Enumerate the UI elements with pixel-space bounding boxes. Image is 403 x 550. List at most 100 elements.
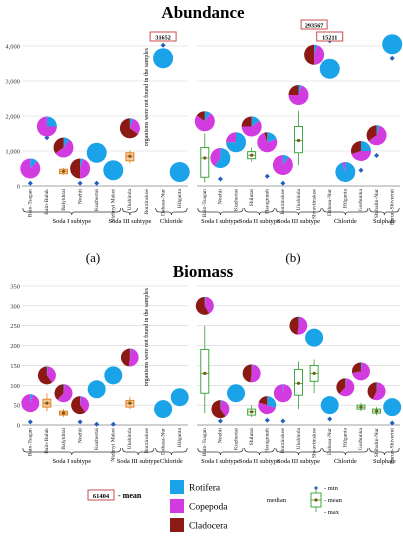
pie-slice-rotifera [80, 396, 82, 406]
pie-nozhii [211, 400, 230, 419]
mean-marker [250, 153, 254, 157]
x-tick-label-balykhtai: Balykhtai [61, 189, 67, 211]
pie-bain-tsagan [21, 394, 40, 413]
pie-slice-rotifera [376, 382, 378, 392]
pie-slice-rotifera [214, 147, 231, 168]
x-tick-label-hilganta: Hilganta [177, 188, 183, 208]
group-brace-chloride [155, 447, 188, 456]
pie-slice-rotifera [30, 158, 38, 169]
pie-slice-rotifera [103, 160, 124, 181]
pie-ukshinda [120, 348, 139, 367]
x-tick-label-nozhii: Nozhii [218, 428, 224, 444]
y-tick-label: 50 [14, 403, 21, 410]
min-marker-barun-shivertui [389, 420, 395, 426]
min-marker-kuzhertai [94, 180, 100, 186]
title-abundance: Abundance [161, 3, 245, 22]
min-marker-dabasa-nur [160, 42, 166, 48]
pie-slice-rotifera [46, 116, 57, 127]
pie-slice-copepoda [46, 366, 56, 383]
pie-slice-rotifera [86, 142, 107, 163]
x-tick-label-shilutai: Shilutai [249, 428, 255, 446]
pie-slice-copepoda [36, 116, 57, 137]
group-brace-soda-iii-subtype [122, 207, 138, 216]
x-tick-label-bain-tsagan: Bain-Tsagan [28, 189, 34, 217]
pie-borzinskoe [273, 384, 292, 403]
pie-slice-copepoda [342, 162, 346, 172]
x-tick-label-nizhnyi-maket: Nizhnyi Maket [111, 189, 117, 223]
boxplot-bain-bulak [42, 393, 52, 412]
callout-box [300, 19, 328, 30]
pie-slice-copepoda [250, 364, 261, 383]
x-tick-label-nizhnyi-maket: Nizhnyi Maket [111, 428, 117, 462]
pie-slice-rotifera [226, 132, 247, 153]
pie-slice-copepoda [80, 396, 90, 413]
pie-slice-copepoda [241, 120, 262, 137]
pie-slice-rotifera [104, 366, 123, 385]
pie-slice-cladocera [241, 116, 252, 127]
pie-slice-rotifera [345, 378, 347, 388]
pie-shvavtinskoe [304, 44, 325, 65]
group-brace-soda-iii-subtype [275, 207, 322, 216]
pie-ukshinda [119, 118, 140, 139]
pie-slice-rotifera [204, 111, 211, 122]
pie-slice-cladocera [367, 382, 377, 400]
pie-slice-cladocera [53, 137, 64, 154]
pie-bain-tsagan [20, 158, 41, 179]
pie-borzinskoe [272, 154, 293, 175]
callout-box [316, 31, 344, 42]
callout-value: 15211 [322, 35, 337, 42]
legend-mean-box: 61404 - mean [87, 489, 142, 501]
pie-shihalin-nur [366, 125, 387, 146]
pie-nozhii [70, 158, 91, 179]
pie-slice-cladocera [54, 384, 64, 400]
pie-slice-rotifera [360, 362, 363, 372]
pie-slice-copepoda [204, 296, 214, 314]
x-tick-label-bain-tsagan: Bain-Tsagan [28, 428, 34, 456]
pie-slice-cladocera [366, 125, 377, 142]
group-label-chloride: Chloride [334, 458, 357, 465]
x-tick-label-hilganta: Hilganta [177, 427, 183, 447]
legend: 61404 - mean Rotifera Copepoda Cladocera medi… [87, 480, 343, 532]
pie-slice-cladocera [242, 364, 252, 383]
pie-shilutai [241, 116, 262, 137]
pie-slice-cladocera [288, 85, 299, 95]
pie-nozhii [210, 147, 231, 168]
pie-kuzhertai [86, 142, 107, 163]
x-tick-label-gorbunka: Gorbunka [358, 427, 364, 450]
x-tick-label-nozhii: Nozhii [77, 428, 83, 444]
pie-slice-rotifera [80, 158, 84, 169]
group-brace-soda-i-subtype [22, 207, 122, 216]
x-tick-label-borzinskoe: Borzinskoe [280, 427, 286, 453]
x-tick-label-gorbunka: Gorbunka [358, 188, 364, 211]
x-tick-label-dabasa-nur: Dabasa-Nur [327, 428, 333, 455]
pie-hilganta [169, 162, 190, 182]
callout-value: 31652 [155, 35, 170, 42]
x-tick-label-bain-tsagan: Bain-Tsagan [202, 189, 208, 217]
pie-slice-copepoda [339, 378, 355, 397]
pie-slice-rotifera [30, 394, 34, 404]
pie-dabasa-nur [320, 396, 339, 415]
y-tick-label: 2,000 [5, 114, 20, 121]
pie-haragnuuh [257, 132, 278, 153]
pie-shvavtinskoe [305, 328, 324, 347]
mean-marker [128, 401, 132, 405]
min-marker-bain-bulak [44, 135, 50, 141]
pie-slice-cladocera [120, 348, 130, 367]
mean-marker [296, 381, 301, 385]
mean-marker [45, 401, 49, 405]
mean-marker [374, 409, 379, 413]
callout-box [149, 31, 177, 42]
pie-slice-rotifera [319, 58, 340, 79]
legend-box-median: median [267, 497, 287, 504]
legend-label-rotifera: Rotifera [189, 483, 221, 494]
x-tick-label-hilganta: Hilganta [343, 188, 349, 208]
pie-slice-rotifera [267, 132, 277, 143]
boxplot-shvavtinskoe [309, 359, 319, 394]
group-label-soda-iii-subtype: Soda III subtype [277, 458, 320, 465]
y-tick-label: 100 [10, 383, 20, 390]
boxplot-bain-tsagan [200, 325, 210, 414]
y-tick-label: 350 [10, 284, 20, 291]
mean-callout-shvavtinskoe: 293567 [300, 19, 328, 30]
pie-slice-cladocera [195, 296, 210, 315]
